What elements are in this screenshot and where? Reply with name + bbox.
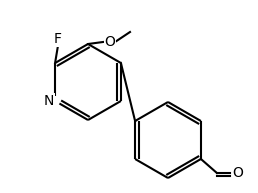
Text: F: F: [54, 32, 62, 46]
Text: O: O: [232, 166, 243, 180]
Text: N: N: [44, 94, 54, 108]
Text: O: O: [104, 35, 115, 49]
